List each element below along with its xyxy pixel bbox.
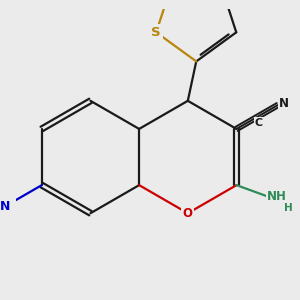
Text: C: C: [255, 118, 263, 128]
Text: N: N: [0, 200, 11, 213]
Text: H: H: [284, 203, 292, 213]
Text: NH: NH: [267, 190, 287, 203]
Text: S: S: [152, 26, 161, 39]
Text: N: N: [279, 97, 289, 110]
Text: O: O: [183, 207, 193, 220]
